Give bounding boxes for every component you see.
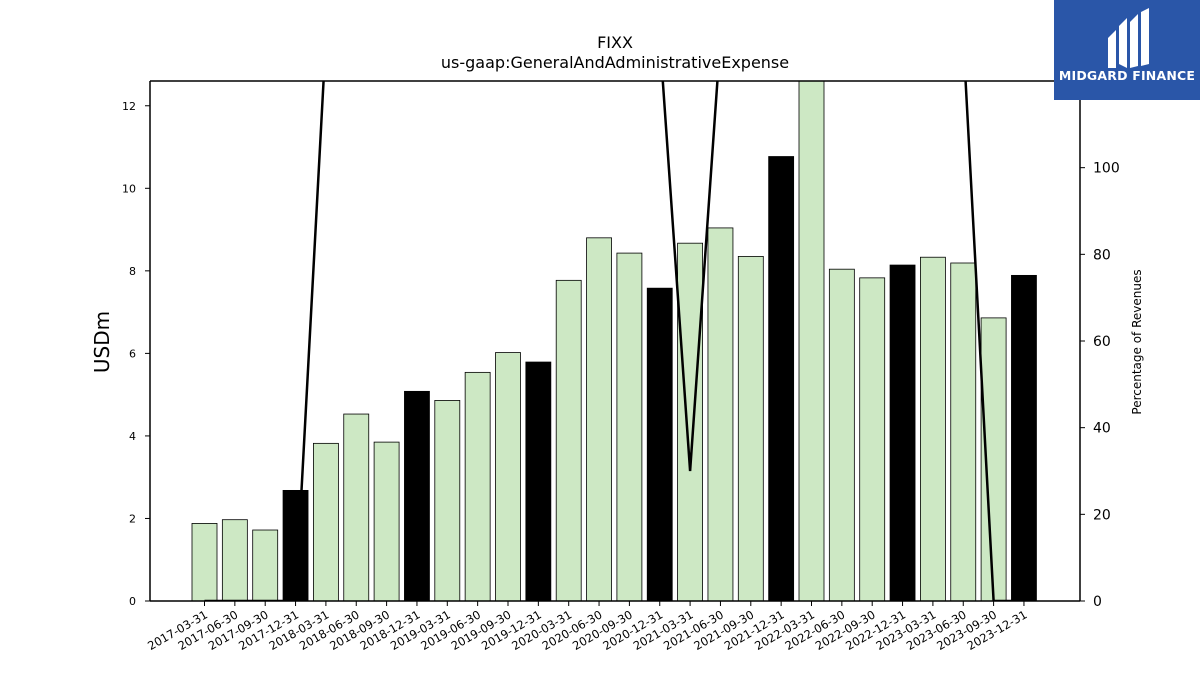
bar <box>191 523 218 601</box>
bar <box>677 242 703 601</box>
y2-tick-label: 100 <box>1093 161 1120 177</box>
bar <box>707 227 734 601</box>
y2-tick-label: 40 <box>1093 421 1111 437</box>
y2-tick-label: 0 <box>1093 594 1102 610</box>
y2-tick-label: 60 <box>1093 334 1111 350</box>
y-tick-label: 6 <box>129 347 136 360</box>
bar <box>495 352 521 601</box>
bar <box>798 81 825 601</box>
bar <box>373 441 400 601</box>
bar <box>828 268 855 601</box>
midgard-m-icon <box>1108 8 1149 68</box>
y-tick-label: 0 <box>129 595 136 608</box>
bar <box>434 400 461 601</box>
y2-tick-label: 80 <box>1093 247 1111 263</box>
y-tick-label: 2 <box>129 512 136 525</box>
y2-tick-label: 20 <box>1093 507 1111 523</box>
bar <box>1011 274 1037 601</box>
brand-name: MIDGARD FINANCE <box>1058 68 1196 83</box>
y-tick-label: 4 <box>129 430 136 443</box>
bar <box>555 279 582 601</box>
bar <box>252 529 279 601</box>
bar-series <box>191 81 1037 601</box>
line-series-group <box>204 81 1024 601</box>
bar <box>312 442 339 601</box>
y-tick-label: 12 <box>122 100 136 113</box>
chart-subtitle: us-gaap:GeneralAndAdministrativeExpense <box>441 53 789 72</box>
bar <box>859 277 886 601</box>
bar <box>920 256 946 601</box>
bar <box>950 262 977 601</box>
bar <box>221 519 248 601</box>
chart-title: FIXX <box>597 33 633 52</box>
plot-area: 0246810120204060801002017-03-312017-06-3… <box>122 80 1120 653</box>
bar <box>616 252 643 601</box>
midgard-finance-logo: MIDGARD FINANCE <box>1054 0 1200 100</box>
bar <box>737 255 764 601</box>
bar <box>464 371 491 601</box>
bar <box>889 264 916 601</box>
y-tick-label: 8 <box>129 265 136 278</box>
y-tick-label: 10 <box>122 182 136 195</box>
bar <box>646 287 673 601</box>
bar <box>525 361 552 601</box>
pct-revenue-line <box>204 81 1024 601</box>
bar <box>768 156 795 601</box>
bar <box>404 390 430 601</box>
bar <box>586 237 612 601</box>
bar <box>343 413 370 601</box>
y-axis-label: USDm <box>90 311 114 373</box>
y2-axis-label: Percentage of Revenues <box>1130 269 1144 414</box>
